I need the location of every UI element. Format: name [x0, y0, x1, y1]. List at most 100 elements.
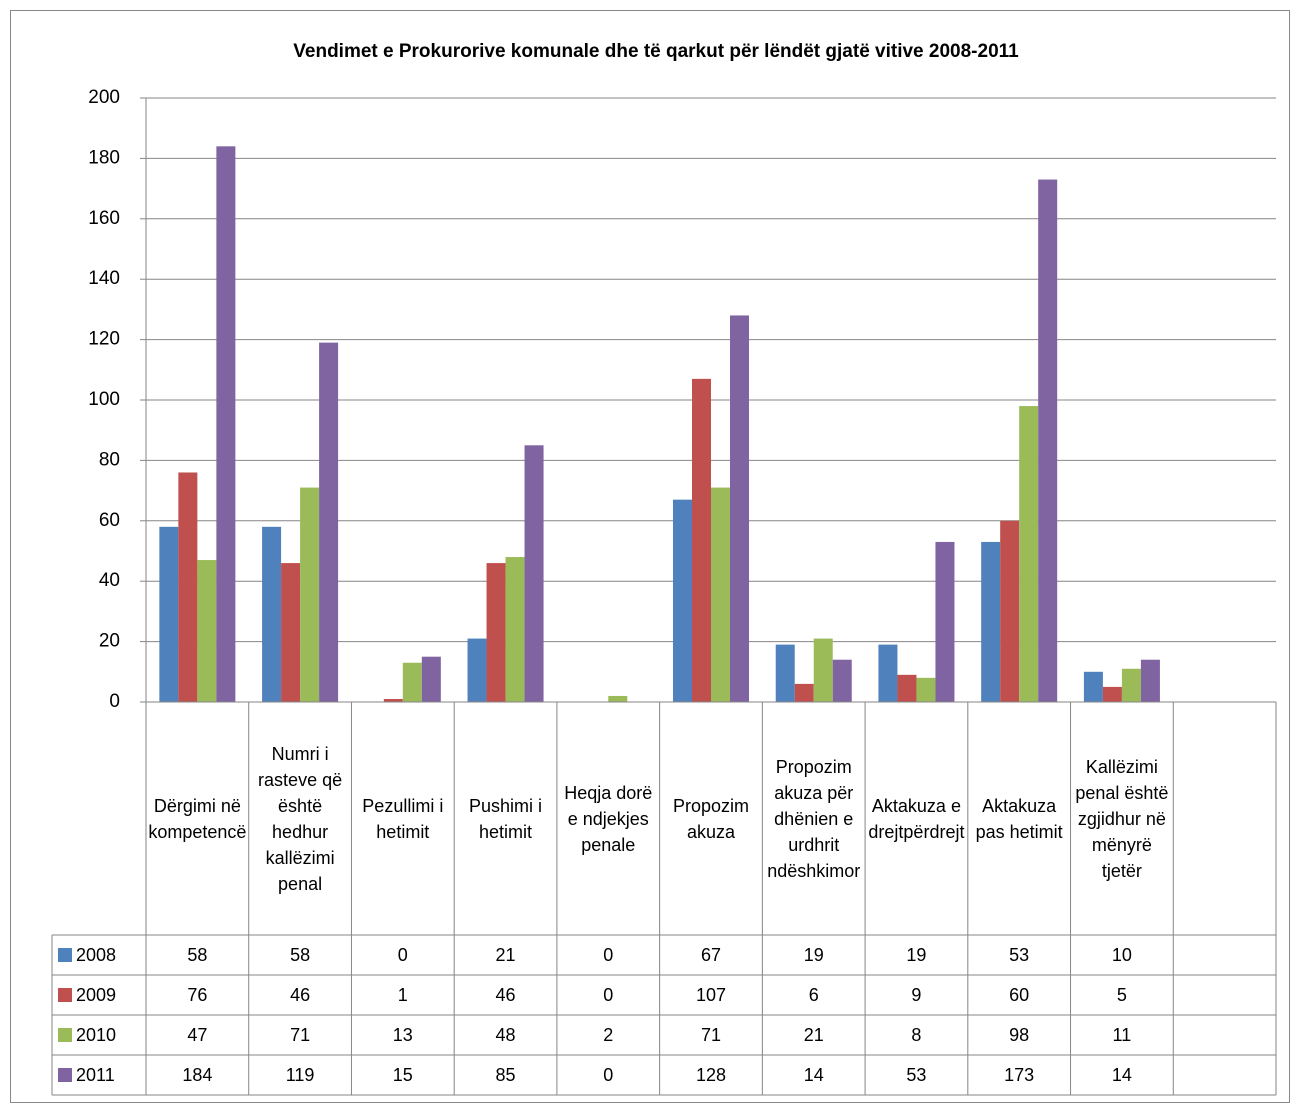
legend-label: 2010	[76, 1025, 116, 1045]
table-value-cell: 58	[146, 935, 249, 975]
x-tick-label-cell: Pushimi i hetimit	[454, 702, 557, 935]
table-value: 46	[290, 985, 311, 1005]
bar	[813, 638, 833, 702]
table-value-cell: 67	[660, 935, 763, 975]
bar	[216, 146, 236, 702]
y-tick-label: 20	[99, 631, 120, 652]
table-value: 2	[603, 1025, 614, 1045]
bar	[691, 378, 711, 702]
bar	[832, 659, 852, 702]
table-value-cell: 0	[557, 1055, 660, 1095]
table-value-cell: 119	[249, 1055, 352, 1095]
x-tick-label-cell: Numri i rasteve që është hedhur kallëzim…	[249, 702, 352, 935]
bar	[1038, 179, 1058, 703]
legend-swatch	[58, 1028, 72, 1042]
bar	[383, 698, 403, 702]
table-value: 10	[1111, 945, 1132, 965]
table-value: 98	[1009, 1025, 1030, 1045]
table-value: 119	[285, 1065, 315, 1085]
legend-swatch	[58, 1068, 72, 1082]
table-value: 53	[906, 1065, 927, 1085]
table-value-cell: 9	[865, 975, 968, 1015]
table-value-cell: 10	[1071, 935, 1174, 975]
table-value: 14	[1111, 1065, 1132, 1085]
table-value: 0	[397, 945, 408, 965]
table-value-cell: 71	[660, 1015, 763, 1055]
table-value-cell: 1	[351, 975, 454, 1015]
table-value: 13	[392, 1025, 413, 1045]
table-value: 128	[695, 1065, 726, 1085]
table-value-cell: 8	[865, 1015, 968, 1055]
table-value-cell: 46	[249, 975, 352, 1015]
bar	[672, 499, 692, 702]
table-value: 14	[803, 1065, 824, 1085]
table-value-cell: 107	[660, 975, 763, 1015]
bar	[505, 557, 525, 702]
x-tick-label: Aktakuza pas hetimit	[975, 795, 1063, 842]
bar	[467, 638, 487, 702]
table-value-cell: 46	[454, 975, 557, 1015]
bar	[159, 526, 179, 702]
x-tick-label-cell: Kallëzimi penal është zgjidhur në mënyrë…	[1071, 702, 1174, 935]
bar	[1121, 668, 1141, 702]
x-tick-label: Pushimi i hetimit	[469, 795, 543, 842]
x-tick-label: Kallëzimi penal është zgjidhur në mënyrë…	[1075, 756, 1169, 881]
bar	[730, 315, 750, 702]
bar	[281, 563, 301, 702]
table-value-cell: 0	[557, 975, 660, 1015]
x-tick-label-cell: Aktakuza e drejtpërdrejt	[865, 702, 968, 935]
table-value: 76	[187, 985, 208, 1005]
table-value-cell: 60	[968, 975, 1071, 1015]
bar	[1083, 671, 1103, 702]
y-tick-label: 140	[88, 268, 120, 289]
x-tick-label-cell	[1173, 702, 1276, 935]
table-value: 11	[1112, 1025, 1132, 1045]
table-value-cell: 6	[762, 975, 865, 1015]
table-value-cell: 19	[762, 935, 865, 975]
table-value: 67	[700, 945, 721, 965]
table-value-cell: 53	[865, 1055, 968, 1095]
table-value: 107	[695, 985, 726, 1005]
table-value-cell: 21	[454, 935, 557, 975]
y-tick-label: 180	[88, 147, 120, 168]
bar	[319, 342, 339, 702]
table-value: 8	[911, 1025, 922, 1045]
table-value-cell: 85	[454, 1055, 557, 1095]
table-value: 46	[495, 985, 516, 1005]
x-tick-label: Heqja dorë e ndjekjes penale	[564, 782, 653, 855]
x-tick-label-cell: Heqja dorë e ndjekjes penale	[557, 702, 660, 935]
x-tick-label: Pezullimi i hetimit	[362, 795, 444, 842]
table-value: 53	[1009, 945, 1030, 965]
x-tick-label-cell: Propozim akuza për dhënien e urdhrit ndë…	[762, 702, 865, 935]
y-tick-label: 0	[109, 691, 120, 712]
table-value-cell: 173	[968, 1055, 1071, 1095]
bar	[197, 560, 217, 702]
table-value: 47	[187, 1025, 208, 1045]
table-value-cell: 53	[968, 935, 1071, 975]
table-value: 58	[187, 945, 208, 965]
table-value-cell: 58	[249, 935, 352, 975]
bar	[1019, 406, 1039, 702]
table-value-cell: 47	[146, 1015, 249, 1055]
table-value: 19	[906, 945, 927, 965]
table-value-cell: 2	[557, 1015, 660, 1055]
bar	[402, 662, 422, 702]
table-value-cell: 184	[146, 1055, 249, 1095]
table-value-cell: 98	[968, 1015, 1071, 1055]
bar	[1000, 520, 1020, 702]
bar	[178, 472, 198, 702]
table-value-cell: 11	[1071, 1015, 1174, 1055]
legend-label: 2011	[76, 1065, 115, 1085]
y-tick-label: 160	[88, 208, 120, 229]
x-tick-label: Aktakuza e drejtpërdrejt	[868, 795, 965, 842]
bar	[262, 526, 282, 702]
bar	[775, 644, 795, 702]
table-value-cell	[1173, 975, 1276, 1015]
legend-label: 2008	[76, 945, 116, 965]
table-value: 15	[392, 1065, 413, 1085]
table-value-cell: 0	[351, 935, 454, 975]
table-value: 0	[603, 945, 614, 965]
bar	[935, 541, 955, 702]
bar	[608, 695, 628, 702]
